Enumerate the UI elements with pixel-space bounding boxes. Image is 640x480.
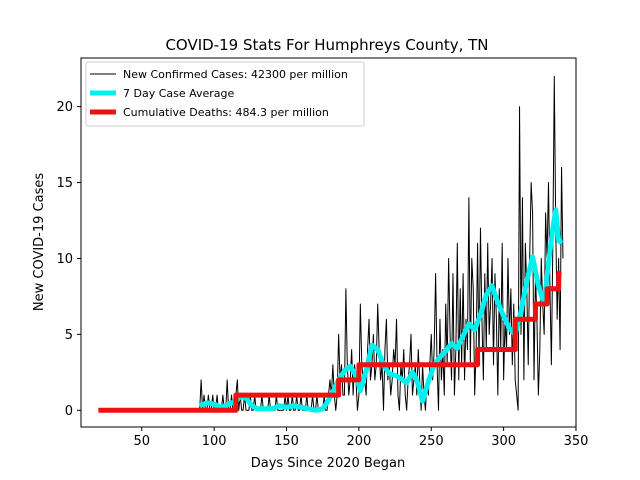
x-tick-label: 100: [202, 434, 227, 449]
legend-box: [85, 61, 365, 127]
legend: New Confirmed Cases: 42300 per million 7…: [85, 61, 365, 127]
plot-area: [80, 57, 577, 428]
y-tick-label: 5: [65, 328, 73, 343]
x-tick-label: 300: [491, 434, 516, 449]
chart-title: COVID-19 Stats For Humphreys County, TN: [165, 36, 488, 54]
y-tick-label: 15: [56, 176, 73, 191]
y-tick-label: 20: [56, 100, 73, 115]
x-tick-label: 350: [564, 434, 589, 449]
x-tick-label: 50: [134, 434, 151, 449]
y-axis-ticks: 0 5 10 15 20: [56, 100, 81, 419]
y-axis-label: New COVID-19 Cases: [32, 173, 47, 311]
legend-label-cumulative-deaths: Cumulative Deaths: 484.3 per million: [123, 106, 329, 119]
x-axis-ticks: 50 100 150 200 250 300 350: [134, 427, 589, 449]
x-axis-label: Days Since 2020 Began: [251, 456, 406, 471]
y-tick-label: 0: [65, 404, 73, 419]
y-tick-label: 10: [56, 252, 73, 267]
series-cumulative-deaths-line: [98, 271, 562, 413]
legend-label-new-cases: New Confirmed Cases: 42300 per million: [123, 68, 348, 81]
x-tick-label: 200: [346, 434, 371, 449]
x-tick-label: 150: [274, 434, 299, 449]
series-layer: [98, 75, 564, 413]
legend-label-7-day-average: 7 Day Case Average: [123, 87, 235, 100]
x-tick-label: 250: [419, 434, 444, 449]
plot-frame: [80, 57, 577, 428]
